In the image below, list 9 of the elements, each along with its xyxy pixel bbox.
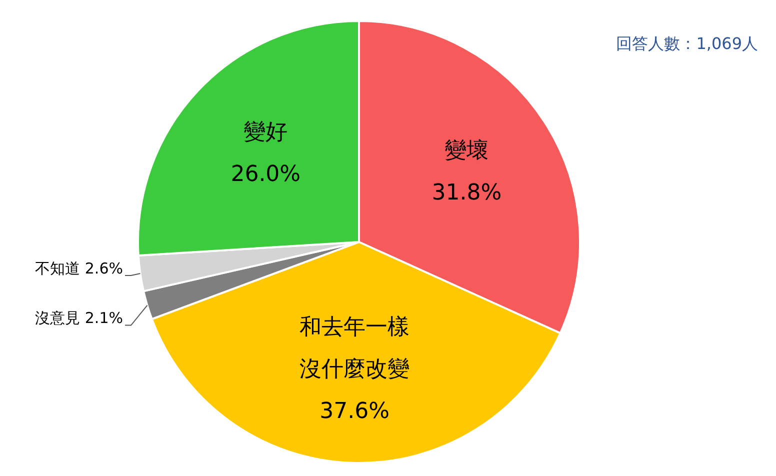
slice-label: 和去年一樣沒什麼改變 bbox=[300, 314, 410, 382]
slice-label: 變好 bbox=[244, 120, 288, 145]
slice-label: 變壞 bbox=[444, 138, 489, 164]
data-label: 26.0% bbox=[230, 162, 301, 187]
data-label: 31.8% bbox=[432, 180, 502, 206]
slice-label: 不知道 2.6% bbox=[35, 259, 123, 278]
data-label: 37.6% bbox=[320, 398, 390, 424]
text: 回答人數：1,069人 bbox=[616, 34, 758, 54]
slice-label: 沒意見 2.1% bbox=[35, 309, 123, 328]
